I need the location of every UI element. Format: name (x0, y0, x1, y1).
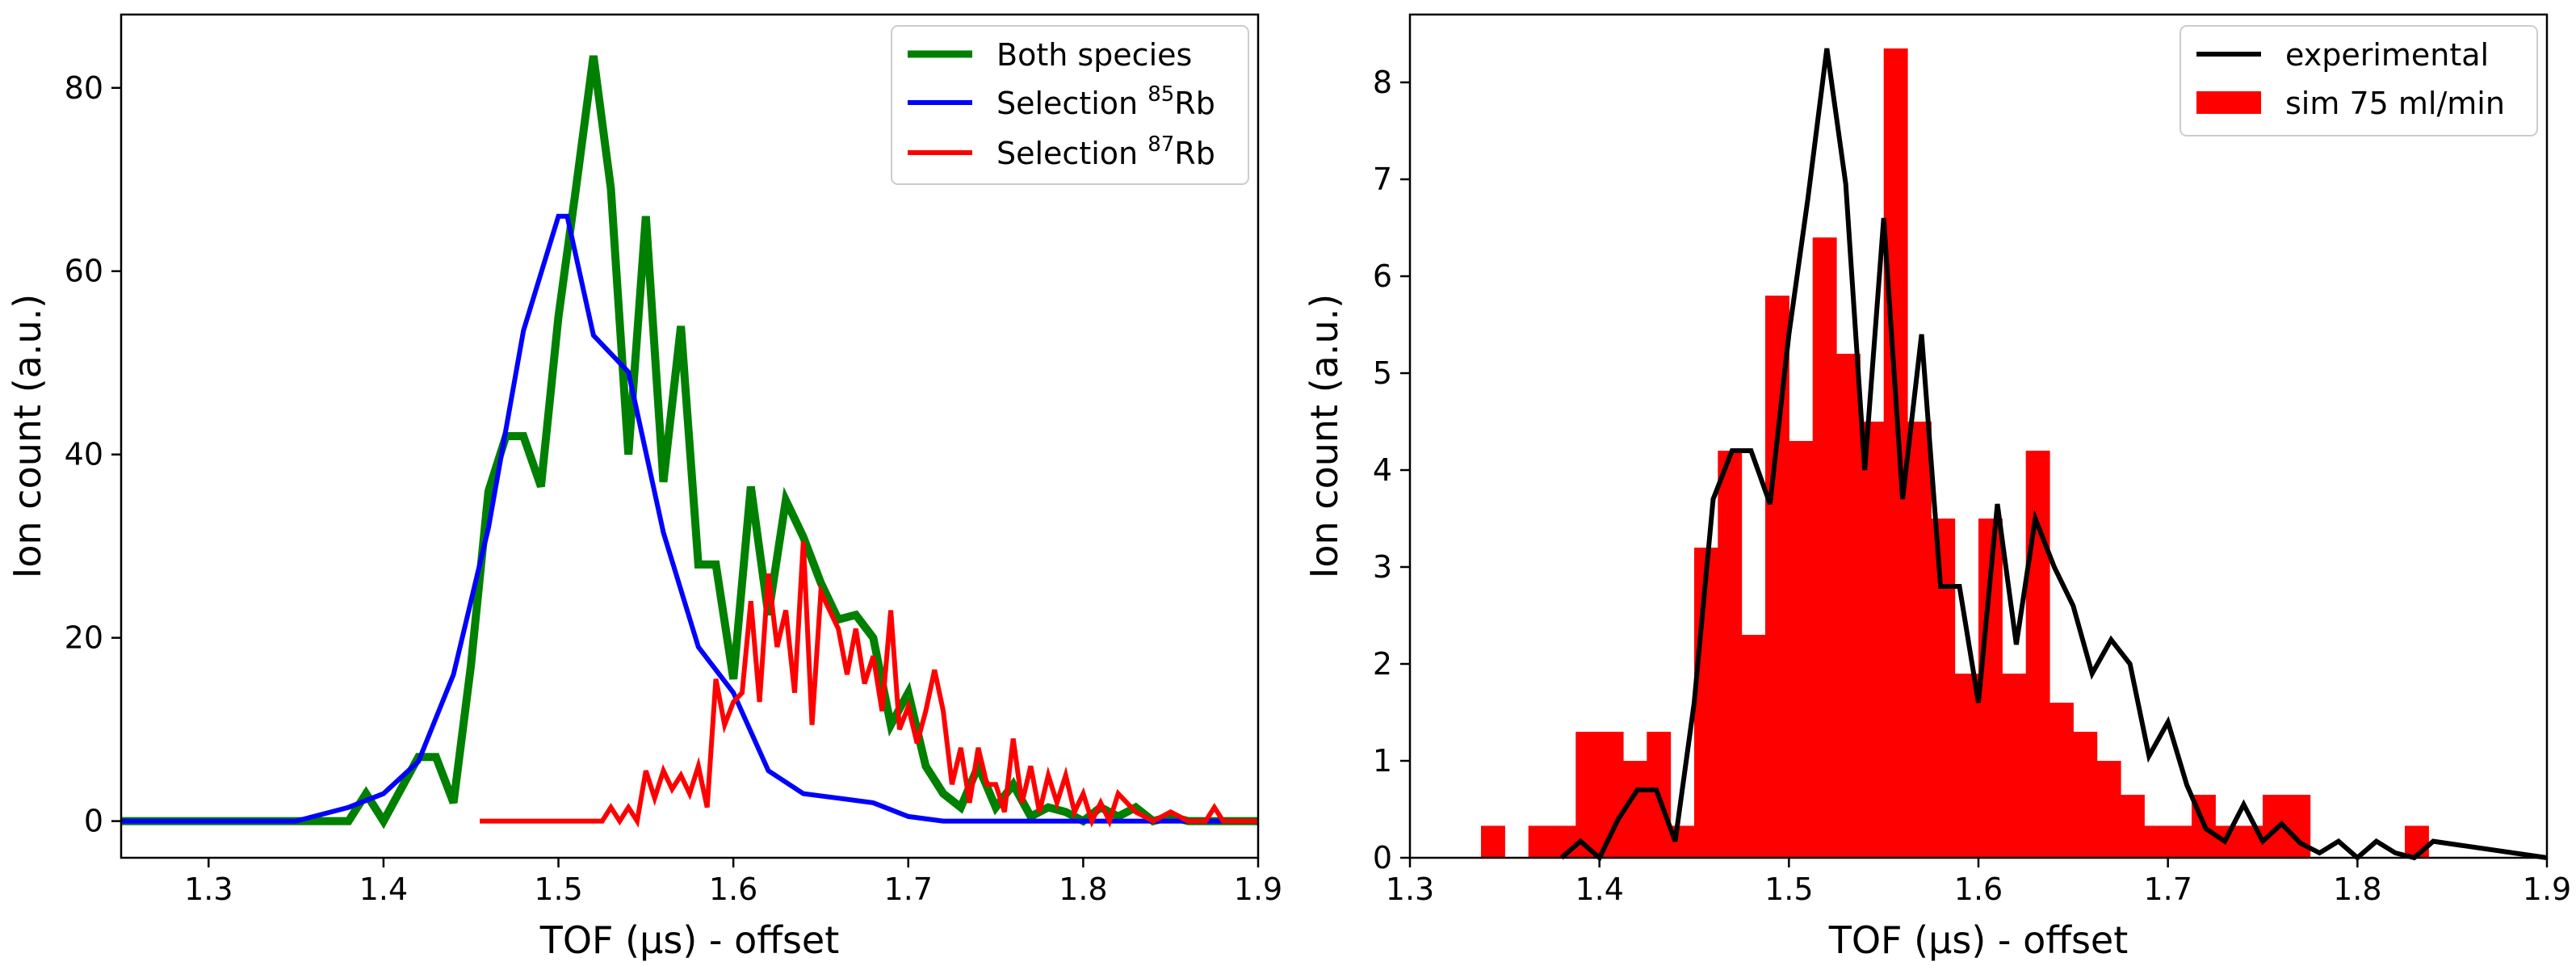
right-x-tick-label: 1.4 (1575, 872, 1623, 907)
right-legend-box (2180, 25, 2538, 136)
histogram-bar (1789, 441, 1814, 858)
histogram-bar (1836, 354, 1861, 858)
histogram-bar (1694, 548, 1718, 858)
histogram-bar (1741, 635, 1766, 858)
legend-label-superscript: 87 (1147, 132, 1174, 157)
left-x-axis-title: TOF (μs) - offset (539, 918, 840, 962)
legend-swatch-sim-75-ml-min (2196, 91, 2261, 114)
legend-label-experimental: experimental (2285, 37, 2489, 73)
right-y-tick-label: 1 (1373, 743, 1392, 779)
left-y-axis-title: Ion count (a.u.) (6, 294, 49, 578)
right-histogram-bars (1481, 48, 2429, 858)
right-y-tick-label: 6 (1373, 258, 1392, 294)
histogram-bar (2144, 825, 2169, 858)
right-x-tick-label: 1.5 (1764, 872, 1813, 907)
right-y-tick-label: 3 (1373, 549, 1392, 585)
left-x-tick-label: 1.5 (534, 872, 582, 907)
left-y-ticks: 0 20 40 60 80 (65, 70, 121, 839)
left-x-tick-label: 1.4 (359, 872, 408, 907)
left-x-tick-label: 1.8 (1059, 872, 1107, 907)
legend-label-element: Rb (1174, 86, 1215, 121)
left-y-tick-label: 0 (84, 804, 103, 839)
left-legend: Both species Selection 85Rb Selection 87… (891, 25, 1249, 185)
histogram-bar (2121, 795, 2145, 858)
left-y-tick-label: 80 (65, 70, 103, 106)
right-x-tick-label: 1.3 (1386, 872, 1434, 907)
right-panel: 1.3 1.4 1.5 1.6 1.7 1.8 1.9 0 1 2 3 4 5 6 7 8 TOF (μs)… (1303, 13, 2571, 962)
histogram-bar (2096, 761, 2121, 858)
legend-label-selection-87rb: Selection 87Rb (996, 132, 1215, 171)
legend-label-selection-85rb: Selection 85Rb (996, 82, 1215, 121)
histogram-bar (1575, 732, 1601, 858)
left-x-ticks: 1.3 1.4 1.5 1.6 1.7 1.8 1.9 (184, 858, 1282, 907)
legend-label-superscript: 85 (1147, 82, 1174, 107)
right-y-tick-label: 2 (1373, 646, 1392, 682)
left-x-tick-label: 1.7 (884, 872, 933, 907)
legend-label-main: Both species (996, 37, 1192, 73)
histogram-bar (2215, 825, 2240, 858)
legend-label-element: Rb (1174, 136, 1215, 171)
legend-label-main: Selection (996, 86, 1147, 121)
histogram-bar (2025, 451, 2050, 858)
histogram-bar (1718, 451, 1743, 858)
series-line-selection-87rb (480, 541, 1258, 828)
right-y-ticks: 0 1 2 3 4 5 6 7 8 (1373, 65, 1410, 876)
histogram-bar (2167, 825, 2192, 858)
histogram-bar (1883, 48, 1908, 858)
right-x-ticks: 1.3 1.4 1.5 1.6 1.7 1.8 1.9 (1386, 858, 2571, 907)
left-y-tick-label: 40 (65, 437, 103, 472)
histogram-bar (2049, 703, 2074, 858)
series-line-selection-85rb (121, 213, 1258, 824)
right-x-tick-label: 1.8 (2333, 872, 2381, 907)
histogram-bar (1860, 422, 1885, 858)
left-x-tick-label: 1.9 (1234, 872, 1282, 907)
right-y-axis-title: Ion count (a.u.) (1303, 294, 1346, 578)
right-plot-line (1559, 48, 2548, 862)
histogram-bar (1931, 519, 1956, 858)
histogram-bar (2002, 674, 2027, 858)
series-line-experimental (1559, 48, 2548, 862)
histogram-bar (1954, 674, 1979, 858)
right-x-axis-title: TOF (μs) - offset (1828, 918, 2129, 962)
histogram-bar (1528, 825, 1553, 858)
right-x-tick-label: 1.6 (1954, 872, 2003, 907)
right-legend: experimental sim 75 ml/min (2180, 25, 2538, 136)
right-x-tick-label: 1.9 (2523, 872, 2571, 907)
histogram-bar (1481, 825, 1505, 858)
legend-label-main: Selection (996, 136, 1147, 171)
right-y-tick-label: 0 (1373, 840, 1392, 876)
histogram-bar (1907, 422, 1932, 858)
right-y-tick-label: 4 (1373, 452, 1392, 488)
left-legend-box (891, 25, 1249, 185)
left-plot-lines (121, 55, 1258, 830)
left-axes-frame (120, 13, 1260, 859)
histogram-bar (1812, 237, 1837, 858)
legend-label-both-species: Both species (996, 37, 1192, 73)
histogram-bar (1599, 732, 1624, 858)
right-x-tick-label: 1.7 (2143, 872, 2192, 907)
histogram-bar (2073, 732, 2098, 858)
left-y-tick-label: 20 (65, 620, 103, 656)
right-y-tick-label: 7 (1373, 162, 1392, 197)
left-x-tick-label: 1.6 (709, 872, 757, 907)
left-panel: 1.3 1.4 1.5 1.6 1.7 1.8 1.9 0 20 40 60 80 TOF (μs)… (6, 13, 1282, 962)
legend-label-sim-75-ml-min: sim 75 ml/min (2285, 86, 2505, 121)
left-y-tick-label: 60 (65, 254, 103, 289)
histogram-bar (1765, 296, 1789, 858)
left-x-tick-label: 1.3 (184, 872, 233, 907)
right-y-tick-label: 5 (1373, 355, 1392, 391)
right-y-tick-label: 8 (1373, 65, 1392, 100)
